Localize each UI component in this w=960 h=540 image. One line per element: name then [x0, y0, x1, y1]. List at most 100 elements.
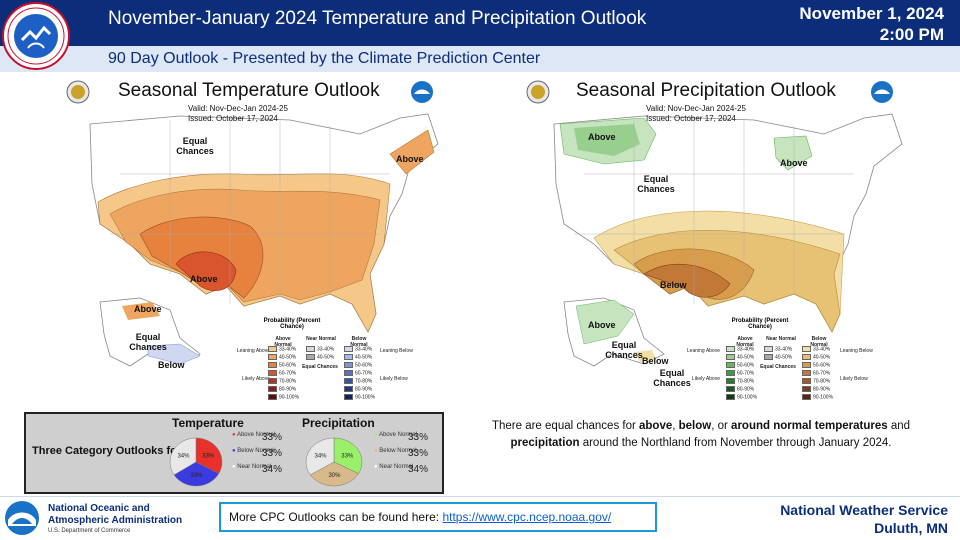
noaa-name: National Oceanic and Atmospheric Adminis…: [48, 503, 182, 527]
cpc-link-text: More CPC Outlooks can be found here: htt…: [229, 510, 611, 524]
legend-leaning-below: Leaning Below: [840, 348, 873, 354]
legend-swatch: 33-40%: [344, 346, 372, 352]
nws-office-location: Duluth, MN: [874, 520, 948, 536]
cpc-link-box: More CPC Outlooks can be found here: htt…: [219, 502, 657, 532]
summary-emphasis: above: [639, 420, 673, 432]
doc-seal-icon: [526, 80, 550, 104]
legend-swatch: 60-70%: [726, 370, 754, 376]
legend-likely-above: Likely Above: [241, 376, 270, 382]
summary-emphasis: precipitation: [510, 437, 580, 449]
nws-office-name: National Weather Service: [780, 502, 948, 518]
legend-swatch: 90-100%: [344, 394, 375, 400]
summary-text: around the Northland from November throu…: [579, 437, 892, 449]
legend-col-near: Near Normal: [766, 336, 796, 342]
legend-title: Probability (Percent Chance): [731, 318, 789, 330]
issued-line: Issued: October 17, 2024: [646, 114, 736, 123]
legend-col-near: Near Normal: [306, 336, 336, 342]
legend-col-above: Above Normal: [274, 336, 292, 348]
temperature-key-above: ● Above Normal: [232, 432, 275, 438]
valid-line: Valid: Nov-Dec-Jan 2024-25: [646, 104, 746, 113]
legend-likely-below: Likely Below: [380, 376, 408, 382]
temperature-pie-chart: 33% 33% 34%: [169, 437, 223, 487]
temperature-outlook-map: Seasonal Temperature Outlook Valid: Nov-…: [30, 74, 490, 410]
precipitation-outlook-map: Seasonal Precipitation Outlook Valid: No…: [494, 74, 954, 410]
summary-text: and: [887, 420, 911, 432]
noaa-seal-icon: [871, 81, 893, 103]
noaa-logo-icon: [5, 501, 39, 535]
legend-leaning-above: Leaning Above: [686, 348, 720, 354]
pie-slice-label: 33%: [190, 473, 203, 479]
cpc-link[interactable]: https://www.cpc.ncep.noaa.gov/: [442, 510, 612, 524]
legend-title: Probability (Percent Chance): [263, 318, 321, 330]
region-label: Equal Chances: [176, 136, 214, 156]
legend-swatch: 33-40%: [726, 346, 754, 352]
legend-swatch: 70-80%: [268, 378, 296, 384]
legend-swatch: 50-60%: [802, 362, 830, 368]
legend-leaning-above: Leaning Above: [236, 348, 270, 354]
legend-swatch: 40-50%: [344, 354, 372, 360]
legend-swatch: 33-40%: [802, 346, 830, 352]
pie-slice-label: 34%: [177, 454, 190, 460]
legend-swatch: 40-50%: [306, 354, 334, 360]
legend-col-above: Above Normal: [736, 336, 754, 348]
nws-logo-icon: [2, 2, 70, 70]
legend-swatch: 70-80%: [344, 378, 372, 384]
summary-text: , or: [711, 420, 732, 432]
region-label: Equal Chances: [653, 368, 691, 388]
precipitation-valid-dates: Valid: Nov-Dec-Jan 2024-25 Issued: Octob…: [646, 104, 746, 124]
temperature-below-pct: 33%: [262, 448, 283, 459]
region-label: Below: [158, 360, 185, 370]
legend-swatch: 80-90%: [726, 386, 754, 392]
temperature-key-normal: ● Near Normal: [232, 464, 272, 470]
region-label: Above: [190, 274, 218, 284]
legend-swatch: 80-90%: [268, 386, 296, 392]
pie-slice-label: 30%: [328, 473, 341, 479]
noaa-seal-icon: [411, 81, 433, 103]
legend-swatch: 40-50%: [726, 354, 754, 360]
legend-swatch: 33-40%: [306, 346, 334, 352]
temperature-heading: Temperature: [172, 416, 244, 430]
legend-equal-chances: Equal Chances: [302, 364, 338, 370]
pie-slice: [305, 437, 335, 476]
precipitation-key-normal: ● Near Normal: [374, 464, 414, 470]
summary-emphasis: below: [678, 420, 712, 432]
valid-line: Valid: Nov-Dec-Jan 2024-25: [188, 104, 288, 113]
temperature-map-graphic: [89, 113, 439, 367]
header-subbanner: [0, 46, 960, 72]
legend-swatch: 33-40%: [268, 346, 296, 352]
legend-swatch: 50-60%: [344, 362, 372, 368]
header-banner: [0, 0, 960, 46]
region-label: Equal Chances: [129, 332, 167, 352]
temperature-key-below: ● Below Normal: [232, 448, 275, 454]
precipitation-below-pct: 33%: [408, 448, 429, 459]
issue-date-line: November 1, 2024: [799, 4, 944, 23]
doc-seal-icon: [66, 80, 90, 104]
summary-text: There are equal chances for: [491, 420, 639, 432]
outlook-summary: There are equal chances for above, below…: [458, 418, 944, 452]
region-label: Below: [660, 280, 687, 290]
precipitation-heading: Precipitation: [302, 416, 375, 430]
region-label: Above: [396, 154, 424, 164]
region-label: Equal Chances: [605, 340, 643, 360]
legend-col-below: Below Normal: [810, 336, 828, 348]
precipitation-normal-pct: 34%: [408, 464, 429, 475]
pie-slice: [309, 461, 359, 487]
pie-slice-label: 33%: [202, 453, 215, 459]
precipitation-map-title: Seasonal Precipitation Outlook: [576, 80, 836, 101]
legend-swatch: 80-90%: [344, 386, 372, 392]
legend-swatch: 50-60%: [268, 362, 296, 368]
pie-slice: [333, 437, 363, 474]
region-label: Equal Chances: [637, 174, 675, 194]
pie-slice-label: 34%: [314, 454, 327, 460]
precipitation-above-pct: 33%: [408, 432, 429, 443]
pie-slice: [195, 437, 223, 474]
issue-date: November 1, 2024 2:00 PM: [799, 3, 944, 45]
legend-swatch: 90-100%: [268, 394, 299, 400]
temperature-map-title: Seasonal Temperature Outlook: [118, 80, 380, 101]
legend-swatch: 33-40%: [764, 346, 792, 352]
region-label: Above: [588, 132, 616, 142]
legend-swatch: 60-70%: [268, 370, 296, 376]
noaa-department: U.S. Department of Commerce: [48, 528, 131, 534]
pie-slice: [173, 461, 220, 487]
noaa-name-line: Atmospheric Administration: [48, 515, 183, 526]
